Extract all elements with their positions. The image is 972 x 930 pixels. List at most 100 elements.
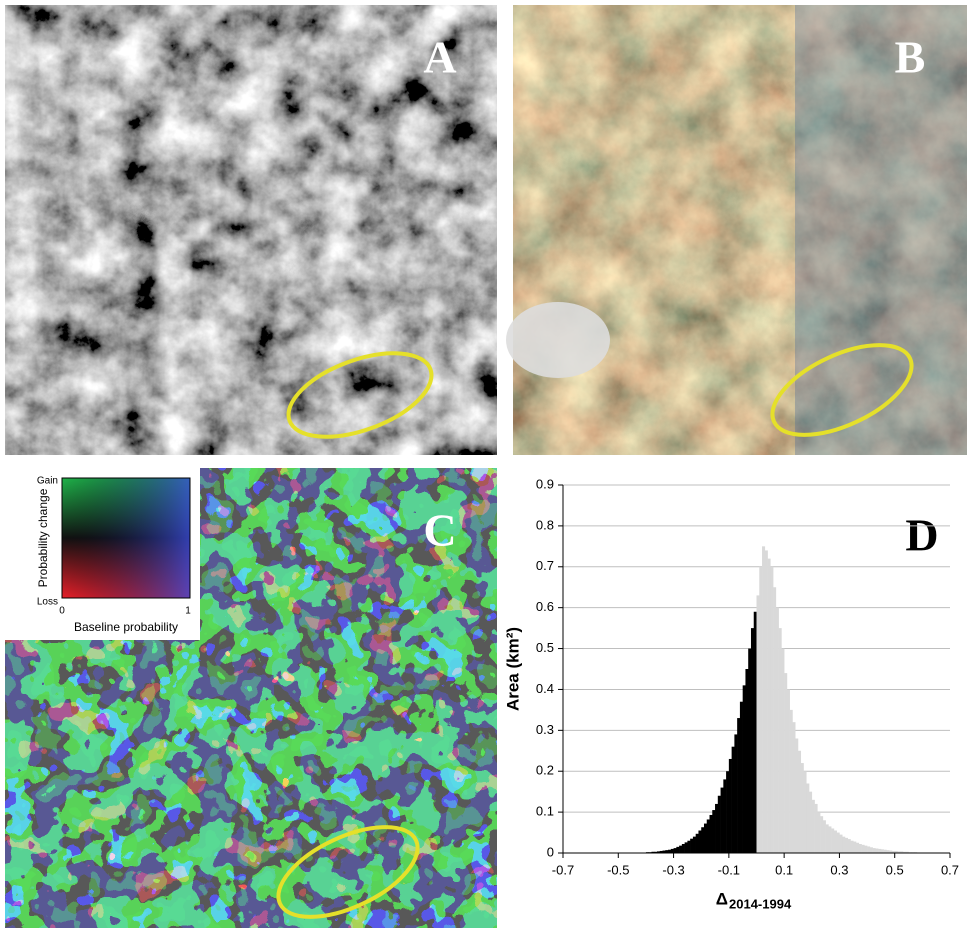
bar <box>817 812 820 853</box>
x-tick-label: -0.3 <box>662 862 684 877</box>
bar <box>831 828 834 853</box>
bar <box>762 546 765 853</box>
bar <box>803 771 806 853</box>
y-tick-label: 0.1 <box>536 804 554 819</box>
bar <box>751 628 754 853</box>
bar <box>795 739 798 853</box>
bar <box>864 846 867 853</box>
bar <box>787 689 790 853</box>
bar <box>707 819 710 853</box>
bar <box>674 848 677 853</box>
bar <box>682 844 685 853</box>
bar <box>875 849 878 853</box>
legend-label: Gain <box>37 476 58 487</box>
bar <box>729 759 732 853</box>
bar <box>710 815 713 853</box>
bar <box>757 595 760 853</box>
bar <box>809 792 812 853</box>
bar <box>726 771 729 853</box>
x-tick-label: 0.3 <box>830 862 848 877</box>
bar <box>745 669 748 853</box>
bar <box>801 763 804 853</box>
bar <box>850 841 853 853</box>
x-tick-label: 0.5 <box>886 862 904 877</box>
bar <box>845 838 848 853</box>
bar <box>790 710 793 853</box>
y-tick-label: 0.4 <box>536 681 554 696</box>
legend-title: Probability change <box>36 488 50 587</box>
bar <box>781 649 784 853</box>
x-tick-label: -0.7 <box>552 862 574 877</box>
bar <box>881 849 884 853</box>
x-tick-label: 0.1 <box>775 862 793 877</box>
bar <box>820 816 823 853</box>
bar <box>848 839 851 853</box>
bar <box>740 702 743 853</box>
legend-label: Loss <box>37 597 58 608</box>
bar <box>870 847 873 853</box>
y-tick-label: 0.5 <box>536 640 554 655</box>
bar <box>859 844 862 853</box>
bar <box>696 834 699 853</box>
bar <box>704 824 707 853</box>
bar <box>718 796 721 853</box>
legend-title: Baseline probability <box>74 620 178 634</box>
bar <box>712 810 715 853</box>
bar <box>839 835 842 853</box>
panel-label: A <box>423 32 456 83</box>
bar <box>784 673 787 853</box>
bar <box>685 842 688 853</box>
bar <box>837 833 840 853</box>
y-tick-label: 0.9 <box>536 476 554 491</box>
bar <box>779 628 782 853</box>
bar <box>770 567 773 853</box>
bar <box>826 824 829 853</box>
bar <box>723 779 726 853</box>
bar <box>873 848 876 853</box>
bar <box>690 839 693 853</box>
bar <box>806 783 809 853</box>
panel-label: C <box>423 505 456 556</box>
y-axis-title: Area (km²) <box>503 627 522 711</box>
bar <box>693 837 696 853</box>
bar <box>698 831 701 853</box>
legend-colorbox-overlay <box>62 478 190 598</box>
bar <box>828 826 831 853</box>
histogram: 00.10.20.30.40.50.60.70.80.9-0.7-0.5-0.3… <box>536 476 959 877</box>
bar <box>776 608 779 853</box>
y-tick-label: 0.2 <box>536 763 554 778</box>
bar <box>679 846 682 853</box>
bar <box>734 734 737 853</box>
x-axis-title-subscript: 2014-1994 <box>729 896 792 911</box>
y-tick-label: 0.8 <box>536 517 554 532</box>
bar <box>676 847 679 853</box>
x-tick-label: -0.1 <box>718 862 740 877</box>
bar <box>768 559 771 853</box>
x-tick-label: -0.5 <box>607 862 629 877</box>
bar <box>878 849 881 853</box>
bar <box>721 788 724 853</box>
bar <box>834 831 837 853</box>
bar <box>671 849 674 853</box>
y-tick-label: 0.6 <box>536 599 554 614</box>
bar <box>748 649 751 853</box>
bar <box>715 804 718 853</box>
bar <box>765 550 768 853</box>
panel-label: B <box>895 32 926 83</box>
image-b-tile <box>795 5 967 455</box>
bar <box>812 800 815 853</box>
bar <box>743 685 746 853</box>
panel-label: D <box>905 510 938 561</box>
bar <box>792 722 795 853</box>
bar <box>701 827 704 853</box>
bar <box>732 747 735 853</box>
bar <box>842 837 845 853</box>
bar <box>815 804 818 853</box>
bar <box>759 567 762 853</box>
bar <box>773 587 776 853</box>
y-tick-label: 0.7 <box>536 558 554 573</box>
lake <box>506 302 610 378</box>
bar <box>862 845 865 853</box>
y-tick-label: 0.3 <box>536 722 554 737</box>
x-tick-label: 0.7 <box>941 862 959 877</box>
